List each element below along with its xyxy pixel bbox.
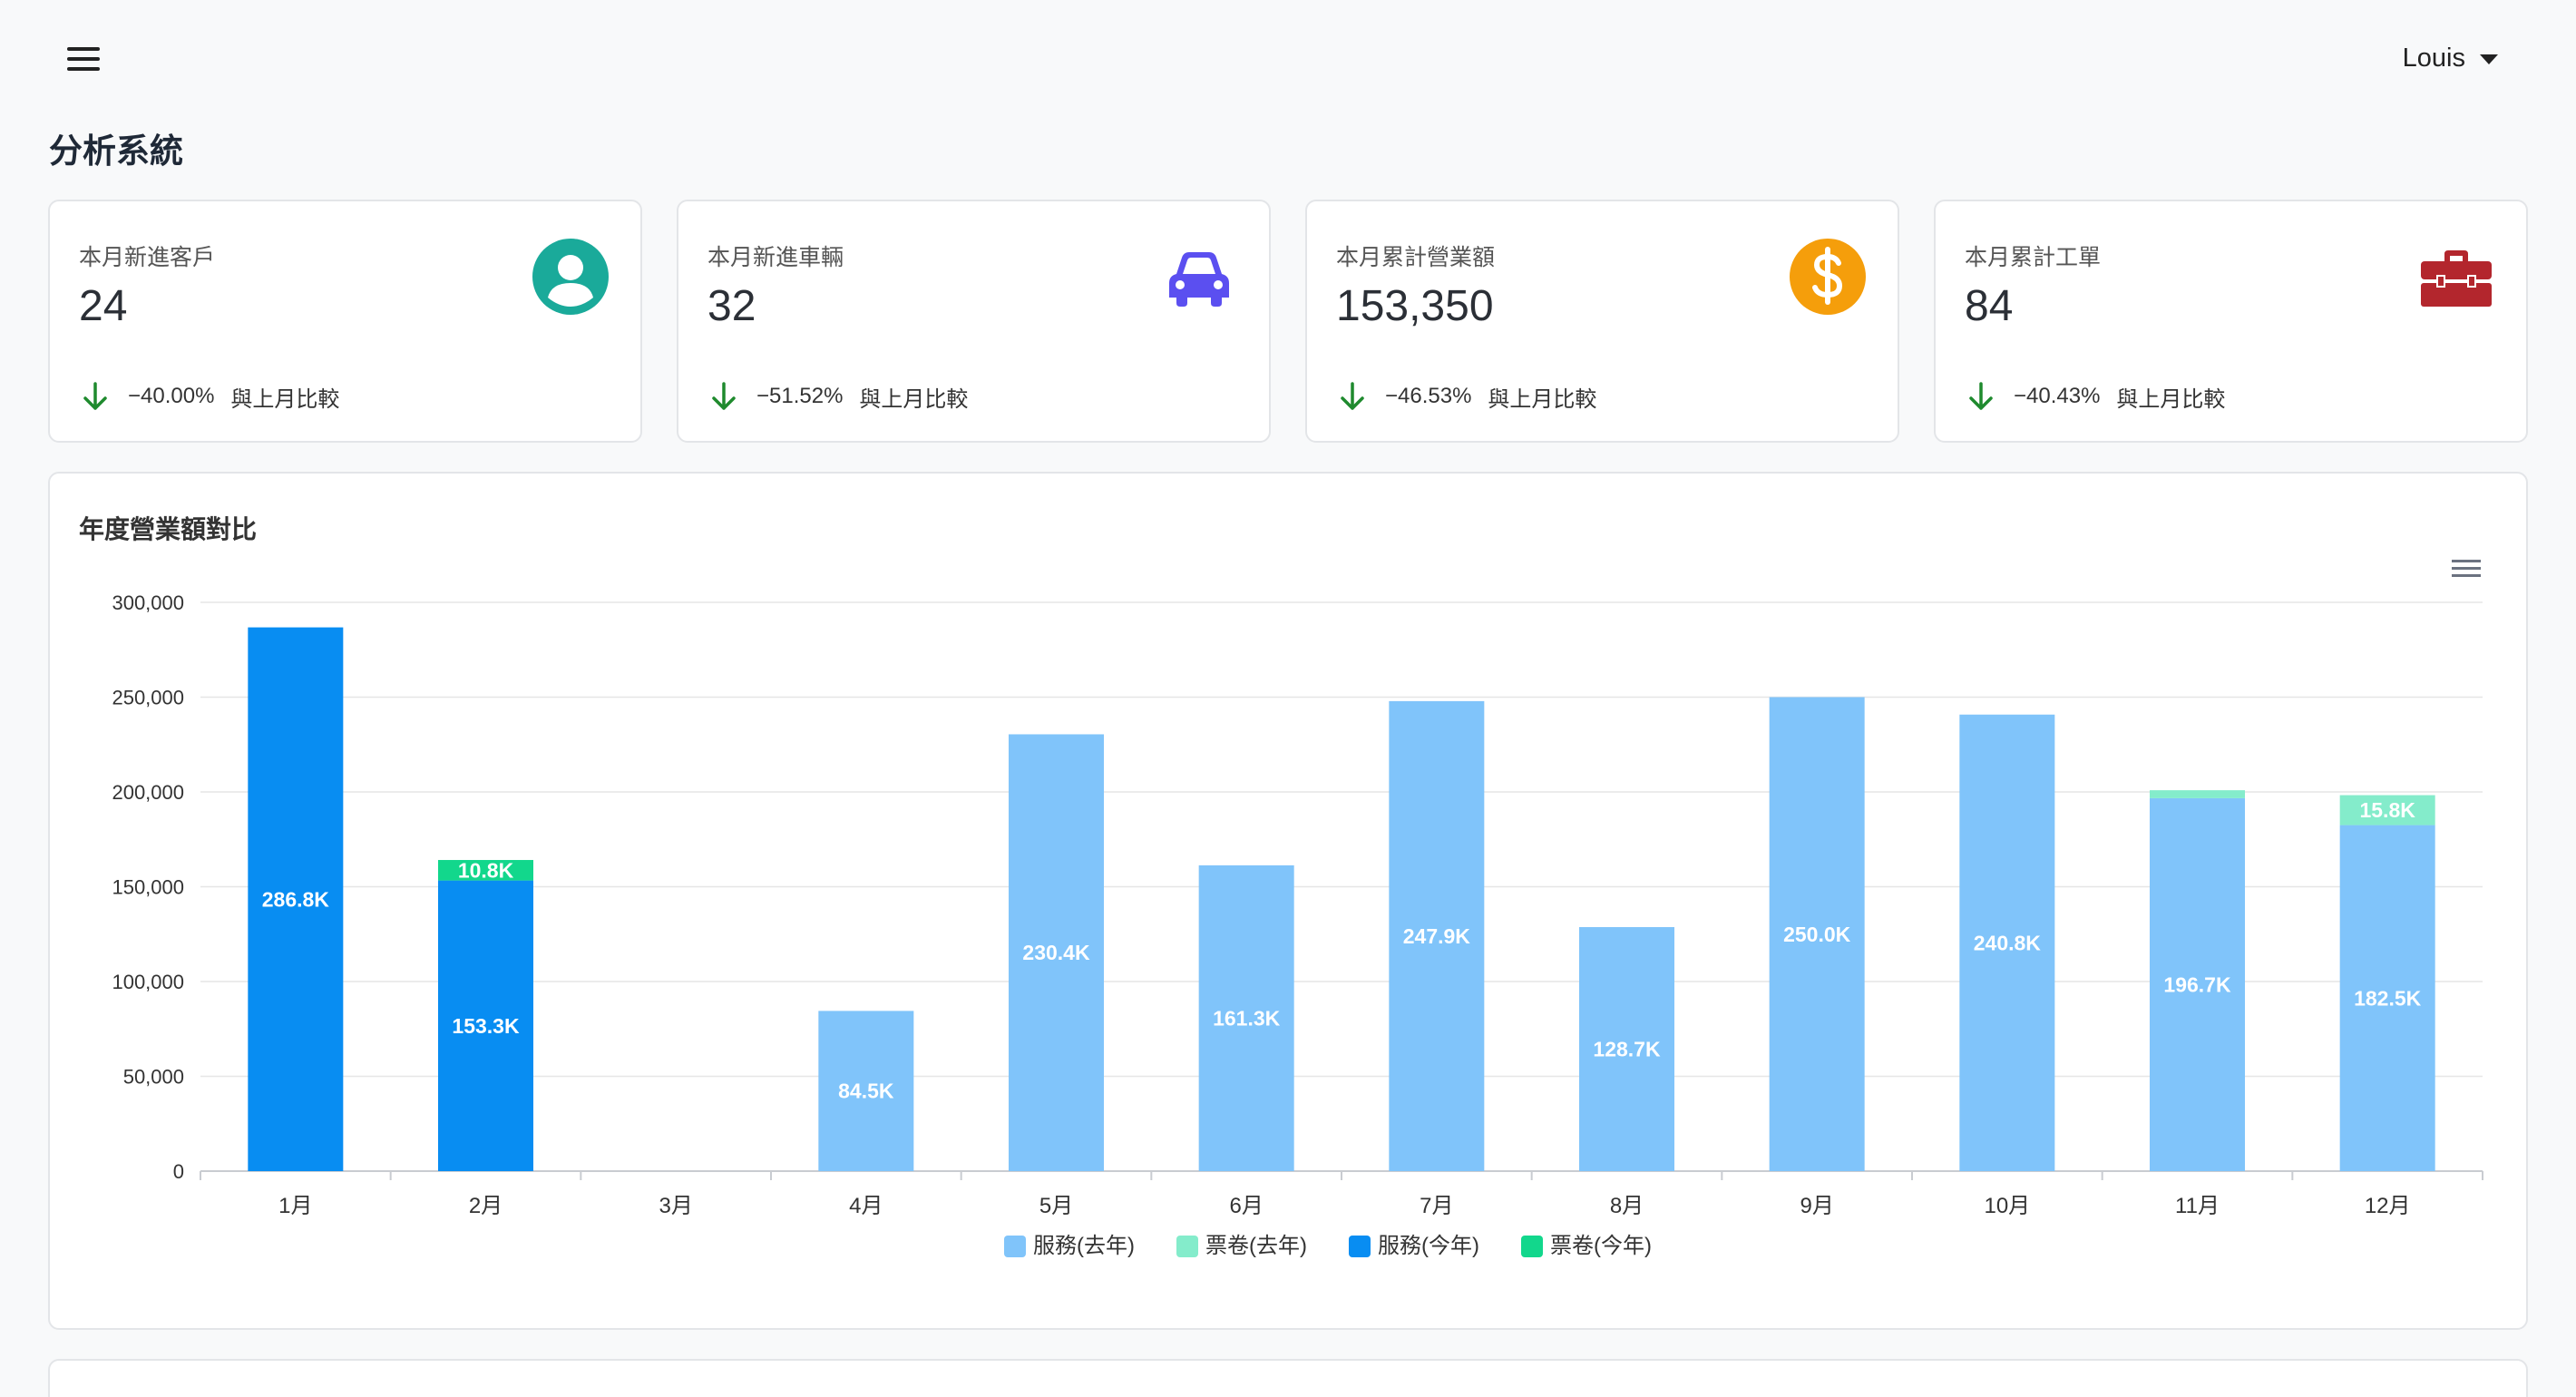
x-tick-label: 8月 bbox=[1610, 1194, 1644, 1218]
toolbox-icon bbox=[2421, 250, 2492, 307]
y-tick-label: 250,000 bbox=[112, 687, 184, 709]
bar-segment bbox=[1389, 700, 1485, 1171]
x-tick-label: 5月 bbox=[1039, 1194, 1073, 1218]
legend-swatch bbox=[1004, 1236, 1026, 1257]
hamburger-icon[interactable] bbox=[63, 45, 103, 73]
chart-title: 年度營業額對比 bbox=[79, 515, 258, 543]
y-tick-label: 200,000 bbox=[112, 781, 184, 804]
x-tick-label: 2月 bbox=[469, 1194, 503, 1218]
stat-card-change: −51.52% bbox=[756, 384, 844, 408]
revenue-chart-card: 年度營業額對比 0 50,000 100,000 150,000 200,000 250,… bbox=[48, 472, 2528, 1330]
top-bar: Louis bbox=[0, 0, 2576, 116]
stat-card-trend: −40.43% 與上月比較 bbox=[1968, 374, 2225, 419]
stat-card-compare: 與上月比較 bbox=[230, 386, 340, 412]
caret-down-icon[interactable] bbox=[2480, 54, 2498, 64]
bar-segment bbox=[1769, 697, 1865, 1171]
y-tick-label: 150,000 bbox=[112, 876, 184, 899]
stat-card-value: 84 bbox=[1965, 282, 2014, 330]
stat-card-trend: −40.00% 與上月比較 bbox=[83, 374, 339, 419]
data-label: 182.5K bbox=[2354, 986, 2422, 1010]
legend-label: 票卷(今年) bbox=[1550, 1234, 1652, 1258]
arrow-down-icon bbox=[1341, 382, 1364, 410]
stat-card-compare: 與上月比較 bbox=[2116, 386, 2226, 412]
chart-menu-icon[interactable] bbox=[2450, 557, 2483, 581]
stat-card-change: −40.00% bbox=[128, 384, 215, 408]
bar-segment bbox=[438, 860, 533, 881]
x-tick-label: 4月 bbox=[849, 1194, 883, 1218]
x-tick-label: 3月 bbox=[659, 1194, 692, 1218]
legend-label: 服務(今年) bbox=[1378, 1234, 1479, 1258]
x-tick-label: 7月 bbox=[1420, 1194, 1453, 1218]
data-label: 230.4K bbox=[1022, 941, 1090, 964]
y-tick-label: 0 bbox=[173, 1160, 184, 1183]
legend-swatch bbox=[1349, 1236, 1371, 1257]
stat-card-label: 本月累計營業額 bbox=[1336, 245, 1496, 270]
bar-segment bbox=[2150, 797, 2245, 1171]
bar-segment bbox=[2339, 825, 2435, 1171]
car-icon bbox=[1169, 252, 1229, 307]
stat-card-value: 32 bbox=[707, 282, 756, 330]
x-tick-label: 11月 bbox=[2175, 1194, 2220, 1218]
data-label: 161.3K bbox=[1213, 1006, 1281, 1030]
stat-card-monthly-revenue: 本月累計營業額 153,350 −46.53% 與上月比較 bbox=[1305, 200, 1899, 443]
stat-card-label: 本月新進客戶 bbox=[79, 245, 216, 270]
bar-segment bbox=[248, 627, 344, 1171]
stat-card-value: 153,350 bbox=[1336, 282, 1494, 330]
data-label: 153.3K bbox=[452, 1014, 520, 1038]
bar-segment bbox=[1009, 734, 1104, 1171]
bar-segment bbox=[1959, 714, 2055, 1171]
stat-card-new-customers: 本月新進客戶 24 −40.00% 與上月比較 bbox=[48, 200, 642, 443]
data-label: 286.8K bbox=[262, 887, 330, 911]
data-label: 15.8K bbox=[2359, 798, 2415, 822]
stat-card-change: −46.53% bbox=[1385, 384, 1472, 408]
x-tick-label: 6月 bbox=[1229, 1194, 1263, 1218]
stat-card-compare: 與上月比較 bbox=[859, 386, 969, 412]
x-tick-label: 9月 bbox=[1800, 1194, 1833, 1218]
stat-card-label: 本月累計工單 bbox=[1965, 245, 2102, 270]
y-tick-label: 100,000 bbox=[112, 971, 184, 993]
stat-card-new-vehicles: 本月新進車輛 32 −51.52% 與上月比較 bbox=[677, 200, 1271, 443]
x-tick-label: 10月 bbox=[1984, 1194, 2030, 1218]
x-tick-label: 1月 bbox=[278, 1194, 312, 1218]
dollar-icon bbox=[1790, 239, 1866, 315]
arrow-down-icon bbox=[1969, 382, 1993, 410]
legend-swatch bbox=[1521, 1236, 1543, 1257]
bar-segment bbox=[2339, 795, 2435, 826]
data-label: 250.0K bbox=[1783, 923, 1851, 946]
user-icon bbox=[532, 239, 609, 315]
user-name[interactable]: Louis bbox=[2402, 43, 2465, 73]
data-label: 10.8K bbox=[458, 858, 514, 882]
revenue-bar-chart: 0 50,000 100,000 150,000 200,000 250,000 300,0… bbox=[112, 591, 2483, 1258]
stat-card-label: 本月新進車輛 bbox=[707, 245, 844, 270]
data-label: 247.9K bbox=[1403, 924, 1471, 948]
legend-label: 票卷(去年) bbox=[1205, 1234, 1307, 1258]
bar-segment bbox=[438, 880, 533, 1171]
data-label: 240.8K bbox=[1974, 931, 2042, 954]
user-menu[interactable]: Louis bbox=[2403, 40, 2498, 76]
x-tick-label: 12月 bbox=[2365, 1194, 2411, 1218]
stat-card-work-orders: 本月累計工單 84 −40.43% 與上月比較 bbox=[1934, 200, 2528, 443]
stat-card-compare: 與上月比較 bbox=[1488, 386, 1597, 412]
y-tick-label: 50,000 bbox=[123, 1066, 184, 1089]
legend-label: 服務(去年) bbox=[1033, 1234, 1135, 1258]
stat-card-value: 24 bbox=[79, 282, 128, 330]
stat-card-trend: −46.53% 與上月比較 bbox=[1340, 374, 1596, 419]
arrow-down-icon bbox=[83, 382, 107, 410]
bottom-card bbox=[48, 1359, 2528, 1397]
data-label: 84.5K bbox=[838, 1080, 894, 1103]
data-label: 128.7K bbox=[1593, 1038, 1661, 1061]
legend-swatch bbox=[1176, 1236, 1198, 1257]
y-tick-label: 300,000 bbox=[112, 591, 184, 614]
stat-card-trend: −51.52% 與上月比較 bbox=[711, 374, 968, 419]
bar-segment bbox=[1579, 927, 1674, 1171]
page-title: 分析系統 bbox=[49, 132, 183, 170]
arrow-down-icon bbox=[712, 382, 736, 410]
bar-segment bbox=[2150, 790, 2245, 798]
bar-segment bbox=[1198, 865, 1294, 1171]
stat-cards: 本月新進客戶 24 −40.00% 與上月比較 本月新進車輛 32 −51.52… bbox=[48, 200, 2528, 443]
data-label: 196.7K bbox=[2163, 972, 2231, 996]
stat-card-change: −40.43% bbox=[2014, 384, 2101, 408]
bar-segment bbox=[818, 1011, 914, 1171]
